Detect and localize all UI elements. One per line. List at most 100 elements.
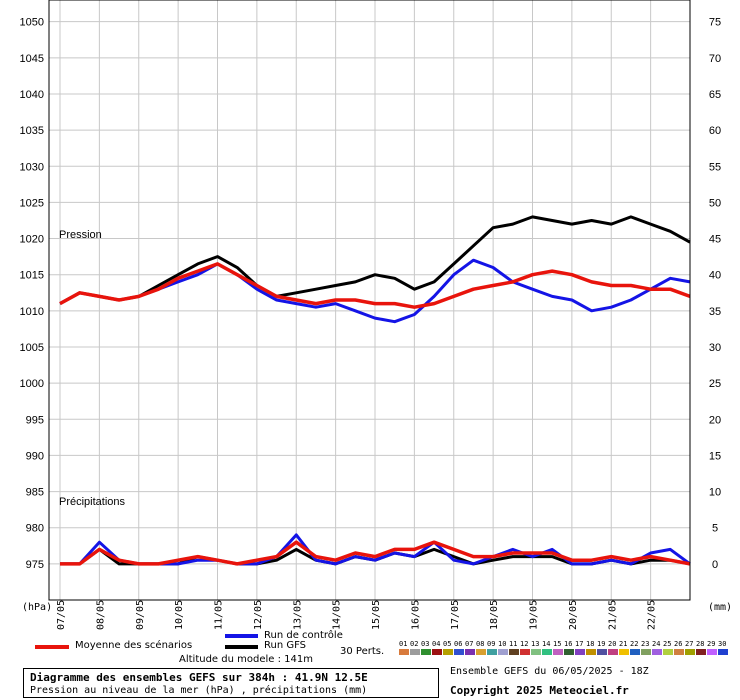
pert-swatch [432, 649, 442, 655]
pert-number: 15 [553, 640, 562, 648]
left-tick-label: 1045 [20, 53, 44, 65]
pert-number: 07 [465, 640, 474, 648]
pert-number: 20 [608, 640, 617, 648]
chart-grid [49, 0, 690, 600]
x-date-label: 15/05 [371, 600, 382, 630]
left-tick-label: 1030 [20, 161, 44, 173]
mean-legend-label: Moyenne des scénarios [75, 640, 193, 651]
x-date-label: 22/05 [647, 600, 658, 630]
right-tick-label: 25 [709, 378, 721, 390]
pert-swatch [630, 649, 640, 655]
x-date-label: 12/05 [253, 600, 264, 630]
gfs-pressure-line [59, 215, 691, 305]
pert-swatch [641, 649, 651, 655]
pert-number: 22 [630, 640, 639, 648]
right-tick-label: 5 [712, 523, 718, 535]
right-tick-label: 75 [709, 17, 721, 29]
pert-swatch [531, 649, 541, 655]
pert-swatch [597, 649, 607, 655]
right-axis-ticks: 0 5 10 15 20 25 30 35 40 45 50 55 60 65 70 75 [709, 17, 721, 571]
pert-number: 01 [399, 640, 408, 648]
pert-swatch [465, 649, 475, 655]
pert-number: 30 [718, 640, 727, 648]
x-date-label: 13/05 [292, 600, 303, 630]
x-date-label: 09/05 [135, 600, 146, 630]
x-axis-date-ticks: 07/05 08/05 09/05 10/05 11/05 12/05 13/05 14/05… [56, 600, 658, 630]
pert-number: 13 [531, 640, 540, 648]
x-date-label: 20/05 [568, 600, 579, 630]
pert-number: 09 [487, 640, 496, 648]
pert-number: 19 [597, 640, 606, 648]
pert-number: 03 [421, 640, 430, 648]
left-tick-label: 1040 [20, 89, 44, 101]
left-tick-label: 1015 [20, 270, 44, 282]
right-tick-label: 60 [709, 125, 721, 137]
pert-number: 06 [454, 640, 463, 648]
pert-number: 16 [564, 640, 573, 648]
left-tick-label: 1035 [20, 125, 44, 137]
pert-swatch [476, 649, 486, 655]
pert-swatch [454, 649, 464, 655]
pert-swatch [575, 649, 585, 655]
right-axis-unit: (mm) [708, 602, 732, 613]
footer-title-box: Diagramme des ensembles GEFS sur 384h : … [23, 668, 439, 698]
pert-swatch [498, 649, 508, 655]
precip-section-label: Précipitations [59, 496, 126, 508]
left-tick-label: 1050 [20, 17, 44, 29]
left-tick-label: 985 [26, 487, 44, 499]
plot-area-border [48, 0, 691, 601]
pert-swatch [663, 649, 673, 655]
x-date-label: 14/05 [332, 600, 343, 630]
pert-swatch [619, 649, 629, 655]
mean-pressure-line [59, 262, 691, 309]
pert-swatch [520, 649, 530, 655]
left-tick-label: 1005 [20, 342, 44, 354]
pert-number: 05 [443, 640, 452, 648]
right-tick-label: 65 [709, 89, 721, 101]
pert-number: 25 [663, 640, 672, 648]
x-date-label: 21/05 [607, 600, 618, 630]
pert-number: 27 [685, 640, 694, 648]
right-tick-label: 30 [709, 342, 721, 354]
run-info: Ensemble GEFS du 06/05/2025 - 18Z [450, 666, 649, 677]
pert-swatch [487, 649, 497, 655]
right-tick-label: 55 [709, 161, 721, 173]
right-tick-label: 0 [712, 559, 718, 571]
control-legend-label: Run de contrôle [264, 630, 343, 641]
right-tick-label: 45 [709, 234, 721, 246]
pert-swatch [421, 649, 431, 655]
pert-number: 18 [586, 640, 595, 648]
pert-number: 21 [619, 640, 628, 648]
pert-number: 08 [476, 640, 485, 648]
right-tick-label: 15 [709, 450, 721, 462]
series-layer [59, 215, 691, 566]
left-tick-label: 1025 [20, 197, 44, 209]
pert-swatch [509, 649, 519, 655]
pert-number: 14 [542, 640, 551, 648]
x-date-label: 18/05 [489, 600, 500, 630]
mean-precip-line [60, 540, 691, 566]
pert-number: 11 [509, 640, 518, 648]
right-tick-label: 35 [709, 306, 721, 318]
pert-number: 24 [652, 640, 661, 648]
gfs-legend-swatch [225, 645, 258, 649]
x-date-label: 16/05 [410, 600, 421, 630]
perts-legend-label: 30 Perts. [340, 646, 385, 657]
x-date-label: 10/05 [174, 600, 185, 630]
pert-swatch [542, 649, 552, 655]
left-tick-label: 1000 [20, 378, 44, 390]
chart-title: Diagramme des ensembles GEFS sur 384h : … [30, 671, 368, 684]
pert-swatch [553, 649, 563, 655]
pert-number: 04 [432, 640, 441, 648]
pert-swatch [718, 649, 728, 655]
pert-number: 12 [520, 640, 529, 648]
pert-swatch [410, 649, 420, 655]
pert-swatch [696, 649, 706, 655]
pert-swatch [674, 649, 684, 655]
chart-subtitle: Pression au niveau de la mer (hPa) , pré… [30, 685, 368, 696]
control-legend-swatch [225, 634, 258, 638]
left-tick-label: 980 [26, 523, 44, 535]
pert-swatch [586, 649, 596, 655]
left-axis-ticks: 975 980 985 990 995 1000 1005 1010 1015 1020 1025 1… [20, 17, 44, 571]
